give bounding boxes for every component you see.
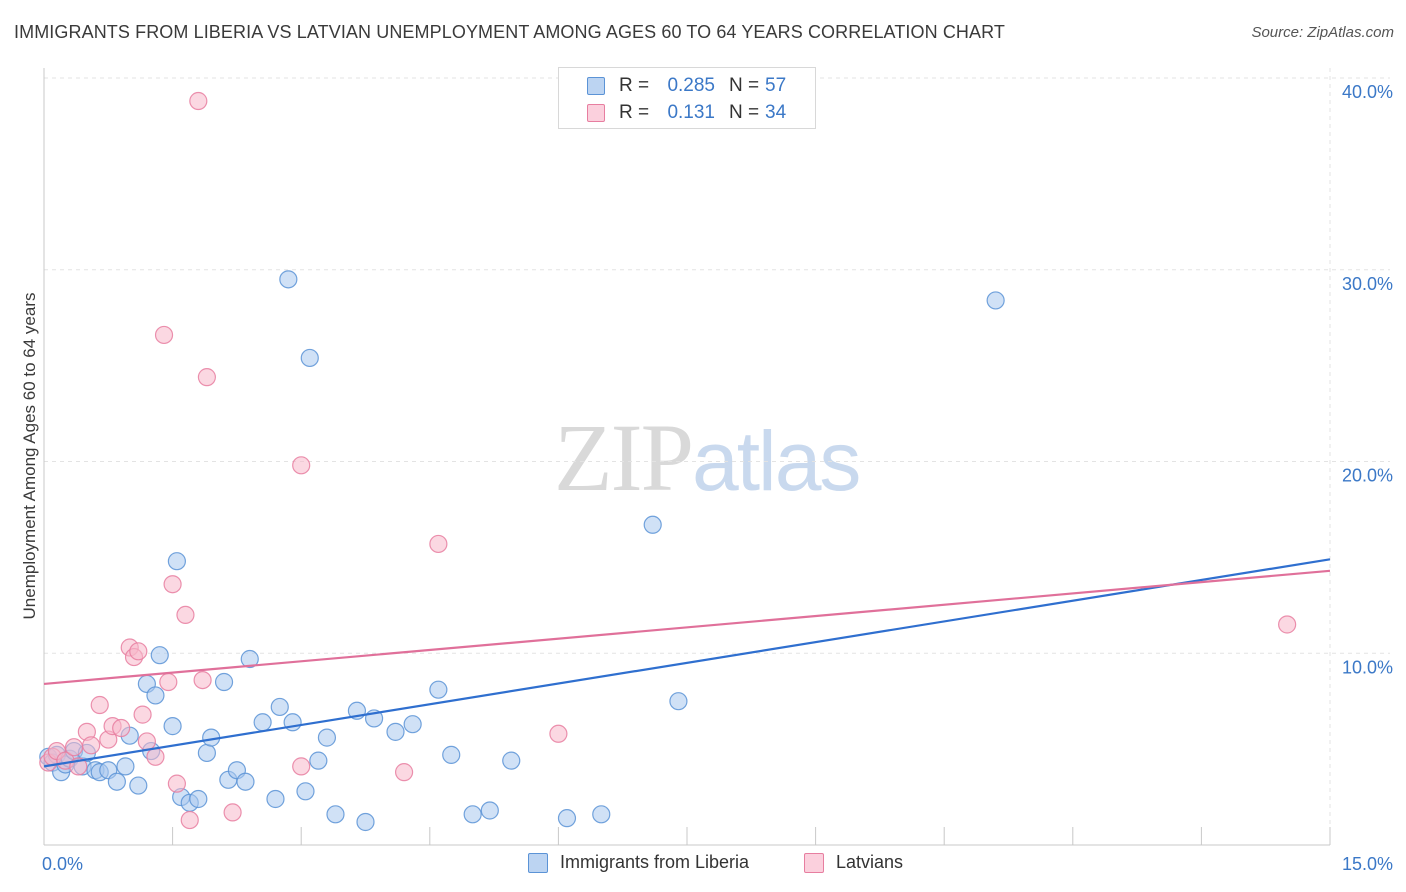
series-liberia [39,270,1005,832]
data-point-latvians [163,575,182,594]
data-point-liberia [163,717,182,736]
data-point-liberia [129,776,148,795]
data-point-latvians [159,672,178,692]
n-value: 34 [765,102,787,123]
legend-swatch-liberia [587,77,605,95]
data-point-liberia [309,751,328,770]
data-point-liberia [502,751,521,770]
source-credit: Source: ZipAtlas.com [1251,24,1394,41]
watermark-atlas: atlas [692,414,861,508]
data-point-latvians [193,670,212,690]
data-point-liberia [266,789,285,809]
data-point-latvians [394,763,414,782]
data-point-liberia [356,812,375,832]
data-point-latvians [189,91,208,111]
r-label: R = [619,75,650,96]
legend-swatch-liberia [528,853,548,873]
r-value: 0.285 [667,75,715,96]
correlation-legend: R = 0.285 N = 57 R = 0.131 N = 34 [558,67,816,129]
tick-label-layer: 10.0% 20.0% 30.0% 40.0% 0.0% 15.0% [42,82,1393,874]
data-point-latvians [292,757,311,776]
data-point-liberia [300,348,319,368]
data-point-liberia [429,680,448,699]
data-point-latvians [292,456,311,475]
data-point-liberia [403,715,422,734]
data-point-liberia [643,515,662,534]
data-point-liberia [463,805,482,824]
data-point-latvians [1278,615,1297,634]
grid-layer [44,68,1390,845]
n-label: N = [729,102,760,123]
watermark-zip: ZIP [554,404,694,511]
data-point-latvians [137,732,156,751]
regression-line-liberia [43,558,1331,768]
data-point-liberia [253,713,272,732]
data-point-liberia [442,745,461,764]
watermark: ZIPatlas [554,402,861,513]
data-point-liberia [279,270,298,289]
n-value: 57 [765,75,787,96]
axis-layer [43,68,1331,846]
y-tick-label: 40.0% [1342,82,1393,102]
data-point-liberia [150,646,169,665]
data-point-liberia [296,782,315,801]
data-point-liberia [167,552,186,571]
data-point-liberia [146,686,165,705]
data-point-latvians [90,695,109,715]
data-point-latvians [146,747,165,766]
r-value: 0.131 [667,102,715,123]
data-point-liberia [386,722,405,741]
series-layer [39,91,1297,832]
legend-swatch-latvians [804,853,824,873]
y-axis-label: Unemployment Among Ages 60 to 64 years [20,292,39,620]
data-point-latvians [129,642,148,661]
series-latvians [39,91,1297,830]
r-label: R = [619,102,650,123]
legend-label-liberia: Immigrants from Liberia [560,852,750,872]
data-point-latvians [429,534,448,554]
data-point-liberia [107,772,126,791]
data-point-latvians [112,718,131,738]
data-point-latvians [223,803,242,822]
y-tick-label: 30.0% [1342,274,1393,294]
data-point-latvians [64,738,84,757]
data-point-liberia [189,789,208,809]
data-point-liberia [986,291,1005,310]
data-point-liberia [197,743,216,763]
data-point-liberia [270,697,289,717]
data-point-liberia [240,649,259,669]
legend-label-latvians: Latvians [836,852,904,872]
data-point-liberia [317,728,337,747]
data-point-liberia [116,757,135,776]
x-tick-label: 0.0% [42,854,83,874]
y-tick-label: 10.0% [1342,657,1393,677]
data-point-latvians [133,705,152,724]
data-point-liberia [236,772,255,791]
data-point-latvians [176,605,195,625]
data-point-latvians [197,368,216,387]
data-point-latvians [549,724,568,743]
data-point-latvians [180,810,199,830]
data-point-liberia [669,692,688,711]
regression-line-latvians [43,569,1331,686]
y-tick-label: 20.0% [1342,466,1393,486]
n-label: N = [729,75,760,96]
data-point-liberia [592,805,611,824]
data-point-liberia [214,672,234,692]
data-point-liberia [480,801,499,820]
legend-swatch-latvians [587,104,605,122]
data-point-latvians [167,774,186,793]
data-point-liberia [326,805,345,824]
data-point-latvians [154,325,174,345]
data-point-liberia [557,809,577,828]
chart-title: IMMIGRANTS FROM LIBERIA VS LATVIAN UNEMP… [14,22,1005,42]
x-tick-label: 15.0% [1342,854,1393,874]
data-point-latvians [82,736,101,755]
regression-layer [43,558,1331,768]
